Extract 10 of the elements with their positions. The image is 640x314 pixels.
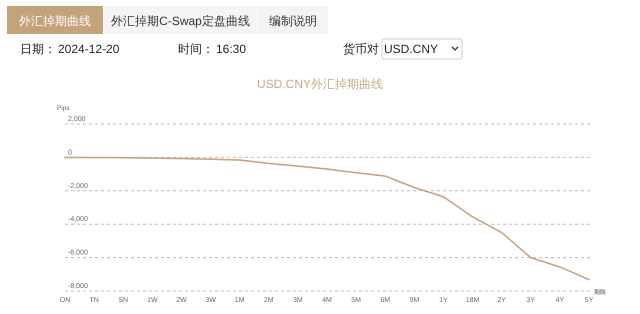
text: 日期： — [20, 42, 56, 56]
chart-title: USD.CNY外汇掉期曲线 — [256, 77, 384, 91]
text: 外汇掉期C-Swap定盘曲线 — [111, 14, 250, 28]
text: 货币对 — [343, 42, 379, 56]
text: 外汇掉期曲线 — [19, 14, 91, 28]
text: 2024-12-20 — [58, 42, 120, 56]
text: 时间： — [178, 42, 214, 56]
text: USD.CNY — [384, 42, 438, 56]
text: 16:30 — [216, 42, 246, 56]
text: 编制说明 — [269, 14, 317, 28]
